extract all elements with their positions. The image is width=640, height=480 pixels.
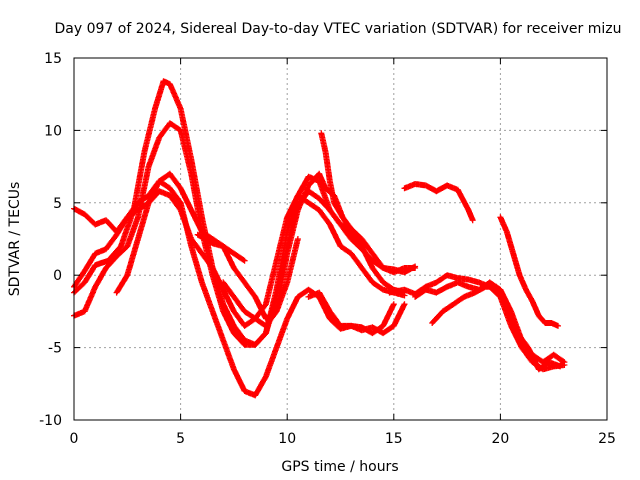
x-tick-label: 25 bbox=[598, 431, 616, 447]
x-tick-label: 15 bbox=[385, 431, 403, 447]
x-tick-label: 5 bbox=[176, 431, 185, 447]
series-track-6 bbox=[318, 130, 367, 250]
series-track-8 bbox=[401, 181, 476, 224]
plot-border bbox=[73, 57, 608, 421]
chart-title: Day 097 of 2024, Sidereal Day-to-day VTE… bbox=[55, 21, 622, 37]
x-axis-label: GPS time / hours bbox=[281, 459, 398, 475]
series-track-12 bbox=[497, 214, 561, 329]
series-track-7 bbox=[305, 289, 408, 337]
series-track-14 bbox=[113, 170, 248, 296]
x-tick-label: 20 bbox=[491, 431, 509, 447]
data-series bbox=[71, 78, 568, 399]
y-axis-label: SDTVAR / TECUs bbox=[7, 182, 23, 297]
y-tick-label: 0 bbox=[53, 268, 62, 284]
y-tick-label: 5 bbox=[53, 196, 62, 212]
x-tick-label: 10 bbox=[278, 431, 296, 447]
y-tick-label: -10 bbox=[39, 413, 62, 429]
x-tick-label: 0 bbox=[70, 431, 79, 447]
tick-labels: 0 5 10 15 20 25 -10 -5 0 5 10 15 bbox=[39, 51, 616, 447]
grid-lines bbox=[74, 58, 607, 420]
axes-frame bbox=[73, 57, 608, 421]
y-tick-label: 15 bbox=[44, 51, 62, 67]
y-tick-label: 10 bbox=[44, 123, 62, 139]
series-track-13 bbox=[220, 236, 301, 329]
y-tick-label: -5 bbox=[48, 341, 62, 357]
series-track-11 bbox=[429, 283, 564, 373]
